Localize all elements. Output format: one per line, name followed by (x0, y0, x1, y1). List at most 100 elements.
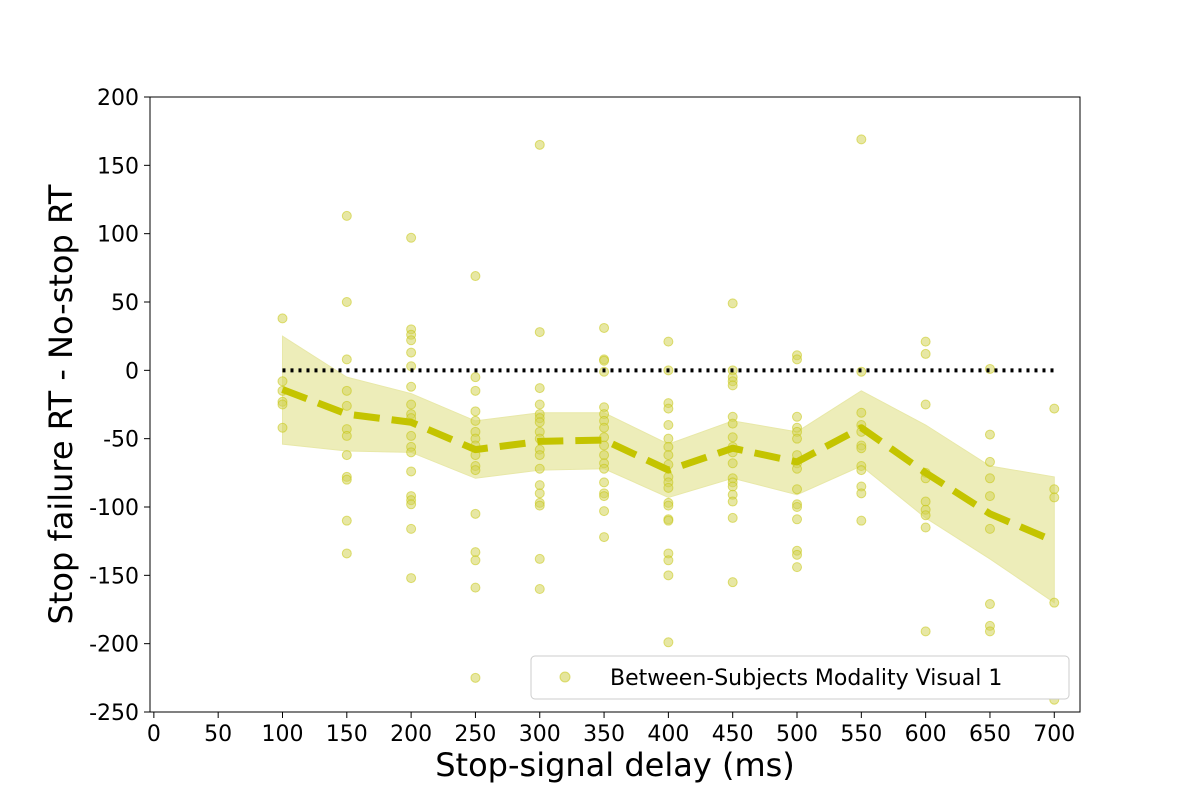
data-point (534, 327, 545, 338)
x-tick-label: 700 (1033, 722, 1075, 747)
data-point (663, 570, 674, 581)
data-point (727, 418, 738, 429)
x-tick-label: 350 (583, 722, 625, 747)
data-point (341, 450, 352, 461)
data-point (792, 562, 803, 573)
data-point (663, 336, 674, 347)
data-point (599, 355, 610, 366)
data-point (984, 626, 995, 637)
data-point (406, 499, 417, 510)
data-point (1049, 492, 1060, 503)
data-point (534, 488, 545, 499)
data-point (792, 411, 803, 422)
data-point (534, 383, 545, 394)
data-point (792, 433, 803, 444)
data-point (277, 313, 288, 324)
data-point (920, 336, 931, 347)
data-point (1049, 403, 1060, 414)
data-point (470, 465, 481, 476)
legend: Between-Subjects Modality Visual 1 (530, 655, 1070, 700)
data-point (727, 496, 738, 507)
y-tick-label: 0 (125, 359, 139, 384)
x-tick-label: 200 (390, 722, 432, 747)
x-tick-label: 650 (969, 722, 1011, 747)
y-tick-label: -250 (89, 701, 139, 726)
x-tick-label: 500 (776, 722, 818, 747)
data-point (534, 399, 545, 410)
data-point (984, 473, 995, 484)
data-point (341, 430, 352, 441)
data-point (727, 458, 738, 469)
data-point (792, 549, 803, 560)
data-point (792, 514, 803, 525)
x-tick-label: 300 (519, 722, 561, 747)
data-point (663, 450, 674, 461)
data-point (856, 134, 867, 145)
data-point (920, 348, 931, 359)
data-point (663, 555, 674, 566)
data-point (341, 548, 352, 559)
data-point (599, 322, 610, 333)
data-point (663, 433, 674, 444)
data-point (792, 463, 803, 474)
y-tick-label: -100 (89, 496, 139, 521)
y-tick-label: 150 (97, 154, 139, 179)
x-tick-label: 450 (712, 722, 754, 747)
y-axis-ticks: 200 150 100 50 0 -50 -100 -150 -200 -250 (89, 86, 150, 726)
data-point (663, 500, 674, 511)
data-point (599, 440, 610, 451)
data-point (856, 465, 867, 476)
data-point (341, 210, 352, 221)
data-point (599, 477, 610, 488)
data-point (984, 599, 995, 610)
data-point (792, 354, 803, 365)
legend-box (530, 655, 1070, 700)
data-point (984, 429, 995, 440)
x-tick-label: 50 (204, 722, 232, 747)
data-point (341, 354, 352, 365)
data-point (341, 297, 352, 307)
data-point (406, 573, 417, 584)
data-point (920, 510, 931, 521)
data-point (599, 422, 610, 433)
data-point (920, 399, 931, 410)
data-point (599, 491, 610, 502)
data-point (406, 399, 417, 410)
data-point (406, 335, 417, 346)
data-point (856, 407, 867, 418)
data-point (663, 482, 674, 493)
data-point (534, 139, 545, 150)
data-point (277, 376, 288, 387)
data-point (663, 637, 674, 648)
data-point (856, 488, 867, 499)
data-point (727, 577, 738, 588)
y-tick-label: 200 (97, 86, 139, 111)
y-tick-label: 100 (97, 223, 139, 248)
legend-marker (559, 671, 571, 683)
data-point (663, 420, 674, 430)
data-point (470, 271, 481, 282)
y-tick-label: 50 (111, 291, 139, 316)
data-point (920, 626, 931, 637)
data-point (792, 484, 803, 495)
data-point (534, 480, 545, 491)
data-point (470, 406, 481, 417)
y-axis-title: Stop failure RT - No-stop RT (42, 184, 80, 624)
mean-line (281, 386, 1056, 545)
data-point (534, 450, 545, 461)
data-point (470, 372, 481, 383)
data-point (470, 547, 481, 558)
data-point (406, 347, 417, 358)
legend-label: Between-Subjects Modality Visual 1 (610, 666, 1002, 691)
x-tick-label: 0 (147, 722, 161, 747)
data-point (663, 515, 674, 526)
data-point (406, 523, 417, 534)
data-point (406, 447, 417, 458)
data-point (341, 474, 352, 485)
y-tick-label: -200 (89, 633, 139, 658)
data-point (470, 508, 481, 519)
data-point (984, 491, 995, 502)
data-point (534, 553, 545, 564)
x-tick-label: 100 (261, 722, 303, 747)
